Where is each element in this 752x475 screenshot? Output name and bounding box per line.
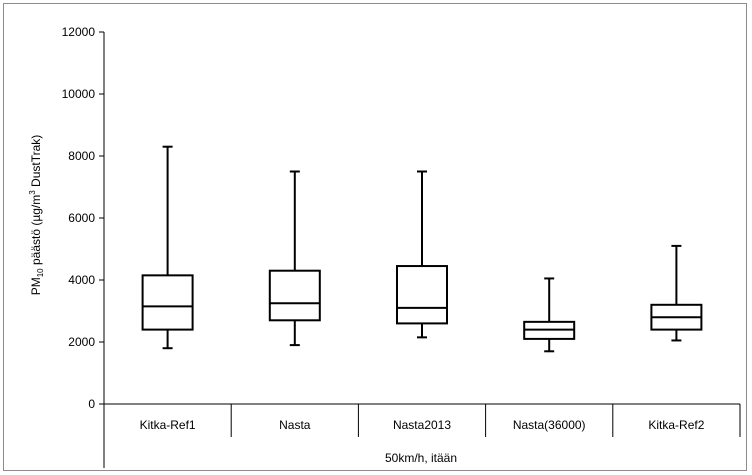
x-category-label: Nasta2013 bbox=[393, 418, 451, 432]
y-tick-label: 10000 bbox=[62, 87, 96, 101]
y-axis-title-part: PM bbox=[29, 277, 43, 295]
y-tick-label: 2000 bbox=[68, 335, 95, 349]
y-tick-label: 4000 bbox=[68, 273, 95, 287]
x-category-label: Kitka-Ref2 bbox=[648, 418, 704, 432]
box-4 bbox=[523, 277, 576, 353]
iqr-box bbox=[268, 269, 321, 322]
x-category-label: Nasta(36000) bbox=[513, 418, 586, 432]
y-tick-label: 6000 bbox=[68, 211, 95, 225]
y-axis-title-superscript: 3 bbox=[28, 190, 37, 195]
y-axis-title-part: päästö (µg/m bbox=[29, 195, 43, 269]
x-category-label: Nasta bbox=[279, 418, 311, 432]
box-2 bbox=[268, 170, 321, 347]
y-tick-label: 8000 bbox=[68, 149, 95, 163]
x-axis-group-label: 50km/h, itään bbox=[385, 451, 457, 465]
y-axis-title-part: DustTrak) bbox=[29, 135, 43, 191]
y-axis-title-subscript: 10 bbox=[36, 268, 45, 277]
box-1 bbox=[141, 145, 194, 350]
box-5 bbox=[650, 244, 703, 342]
box-3 bbox=[396, 170, 448, 339]
y-tick-label: 0 bbox=[88, 397, 95, 411]
chart-frame bbox=[3, 3, 747, 471]
x-category-label: Kitka-Ref1 bbox=[140, 418, 196, 432]
iqr-box bbox=[396, 265, 448, 325]
iqr-box bbox=[141, 274, 194, 331]
y-tick-label: 12000 bbox=[62, 25, 96, 39]
y-axis-title: PM10 päästö (µg/m3 DustTrak) bbox=[28, 135, 45, 296]
